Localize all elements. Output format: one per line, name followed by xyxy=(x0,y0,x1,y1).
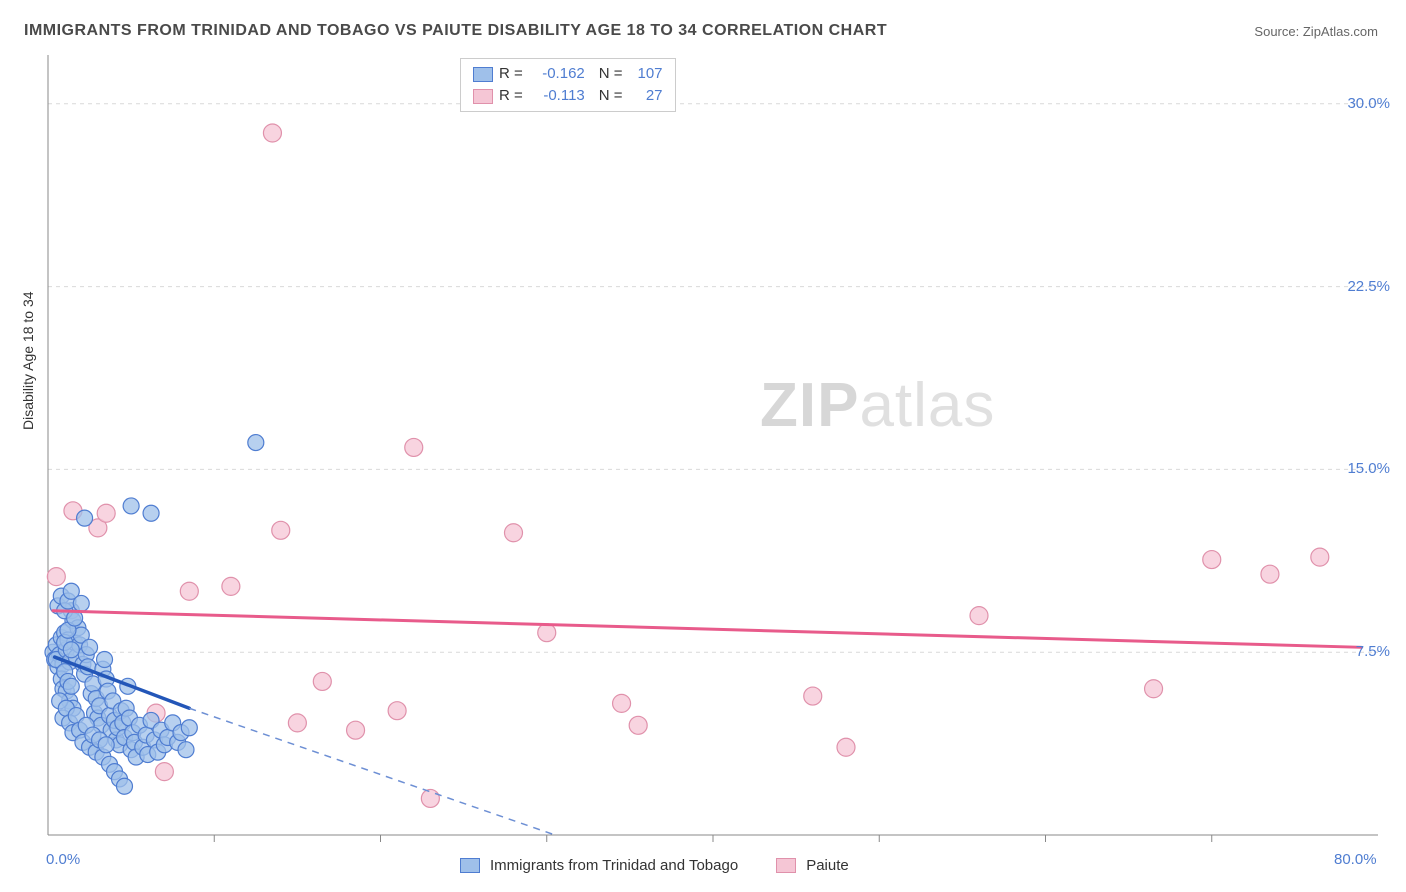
legend-label: Paiute xyxy=(806,857,849,874)
swatch-series-2 xyxy=(473,89,493,104)
y-tick-label: 15.0% xyxy=(1347,460,1390,477)
x-tick-min: 0.0% xyxy=(46,851,80,868)
n-value-1: 107 xyxy=(631,63,663,85)
legend-swatch xyxy=(460,858,480,873)
y-tick-label: 7.5% xyxy=(1356,643,1390,660)
correlation-legend: R = -0.162 N = 107 R = -0.113 N = 27 xyxy=(460,58,676,112)
chart-svg xyxy=(0,0,1406,892)
legend-swatch xyxy=(776,858,796,873)
n-label-1: N = xyxy=(599,63,623,85)
r-label-1: R = xyxy=(499,63,523,85)
y-tick-label: 30.0% xyxy=(1347,95,1390,112)
swatch-series-1 xyxy=(473,67,493,82)
n-label-2: N = xyxy=(599,85,623,107)
r-value-1: -0.162 xyxy=(531,63,585,85)
legend-row-1: R = -0.162 N = 107 xyxy=(473,63,663,85)
r-label-2: R = xyxy=(499,85,523,107)
x-tick-max: 80.0% xyxy=(1334,851,1377,868)
series-legend: Immigrants from Trinidad and Tobago Paiut… xyxy=(460,857,877,874)
legend-row-2: R = -0.113 N = 27 xyxy=(473,85,663,107)
y-tick-label: 22.5% xyxy=(1347,278,1390,295)
legend-label: Immigrants from Trinidad and Tobago xyxy=(490,857,738,874)
r-value-2: -0.113 xyxy=(531,85,585,107)
chart-container: IMMIGRANTS FROM TRINIDAD AND TOBAGO VS P… xyxy=(0,0,1406,892)
n-value-2: 27 xyxy=(631,85,663,107)
